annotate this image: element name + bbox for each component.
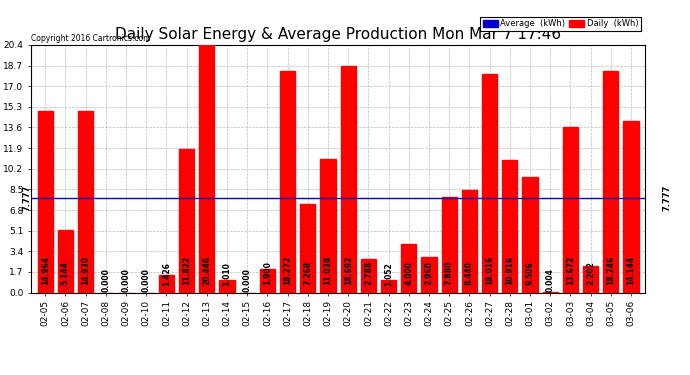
Text: 2.960: 2.960 <box>424 261 433 285</box>
Bar <box>260 270 275 292</box>
Bar <box>320 159 335 292</box>
Text: 1.010: 1.010 <box>222 262 232 286</box>
Text: 0.000: 0.000 <box>243 268 252 292</box>
Bar <box>199 45 215 292</box>
Text: 13.672: 13.672 <box>566 256 575 285</box>
Text: 20.446: 20.446 <box>202 256 211 285</box>
Text: 0.000: 0.000 <box>101 268 110 292</box>
Text: 10.916: 10.916 <box>505 256 514 285</box>
Text: Copyright 2016 Cartronics.com: Copyright 2016 Cartronics.com <box>31 33 150 42</box>
Text: 14.964: 14.964 <box>41 256 50 285</box>
Bar <box>38 111 52 292</box>
Bar <box>381 280 396 292</box>
Text: 18.272: 18.272 <box>283 256 292 285</box>
Text: 9.506: 9.506 <box>526 261 535 285</box>
Text: 0.004: 0.004 <box>546 268 555 292</box>
Text: 14.930: 14.930 <box>81 256 90 285</box>
Bar <box>58 230 73 292</box>
Bar <box>462 190 477 292</box>
Title: Daily Solar Energy & Average Production Mon Mar 7 17:46: Daily Solar Energy & Average Production … <box>115 27 561 42</box>
Text: 1.426: 1.426 <box>162 262 171 286</box>
Text: 7.777: 7.777 <box>23 185 32 211</box>
Bar <box>401 244 416 292</box>
Bar <box>159 275 174 292</box>
Bar <box>280 71 295 292</box>
Bar <box>422 256 437 292</box>
Text: 2.202: 2.202 <box>586 261 595 285</box>
Bar <box>361 259 376 292</box>
Text: 8.440: 8.440 <box>465 261 474 285</box>
Bar <box>482 74 497 292</box>
Text: 5.144: 5.144 <box>61 261 70 285</box>
Text: 11.822: 11.822 <box>182 256 191 285</box>
Text: 4.000: 4.000 <box>404 261 413 285</box>
Bar <box>583 266 598 292</box>
Text: 18.692: 18.692 <box>344 256 353 285</box>
Text: 14.144: 14.144 <box>627 256 635 285</box>
Text: 7.880: 7.880 <box>444 261 454 285</box>
Bar <box>341 66 356 292</box>
Text: 18.016: 18.016 <box>485 256 494 285</box>
Bar <box>442 197 457 292</box>
Text: 1.900: 1.900 <box>263 261 272 285</box>
Text: 1.052: 1.052 <box>384 262 393 286</box>
Text: 18.246: 18.246 <box>607 256 615 285</box>
Bar <box>502 160 518 292</box>
Bar <box>78 111 93 292</box>
Text: 2.788: 2.788 <box>364 261 373 285</box>
Legend: Average  (kWh), Daily  (kWh): Average (kWh), Daily (kWh) <box>480 17 641 31</box>
Text: 0.000: 0.000 <box>141 268 150 292</box>
Bar <box>522 177 538 292</box>
Bar <box>300 204 315 292</box>
Text: 11.038: 11.038 <box>324 256 333 285</box>
Text: 7.268: 7.268 <box>304 261 313 285</box>
Bar <box>624 121 638 292</box>
Text: 0.000: 0.000 <box>121 268 130 292</box>
Bar <box>179 149 194 292</box>
Bar <box>219 280 235 292</box>
Bar <box>603 71 618 292</box>
Bar <box>563 127 578 292</box>
Text: 7.777: 7.777 <box>663 185 672 211</box>
